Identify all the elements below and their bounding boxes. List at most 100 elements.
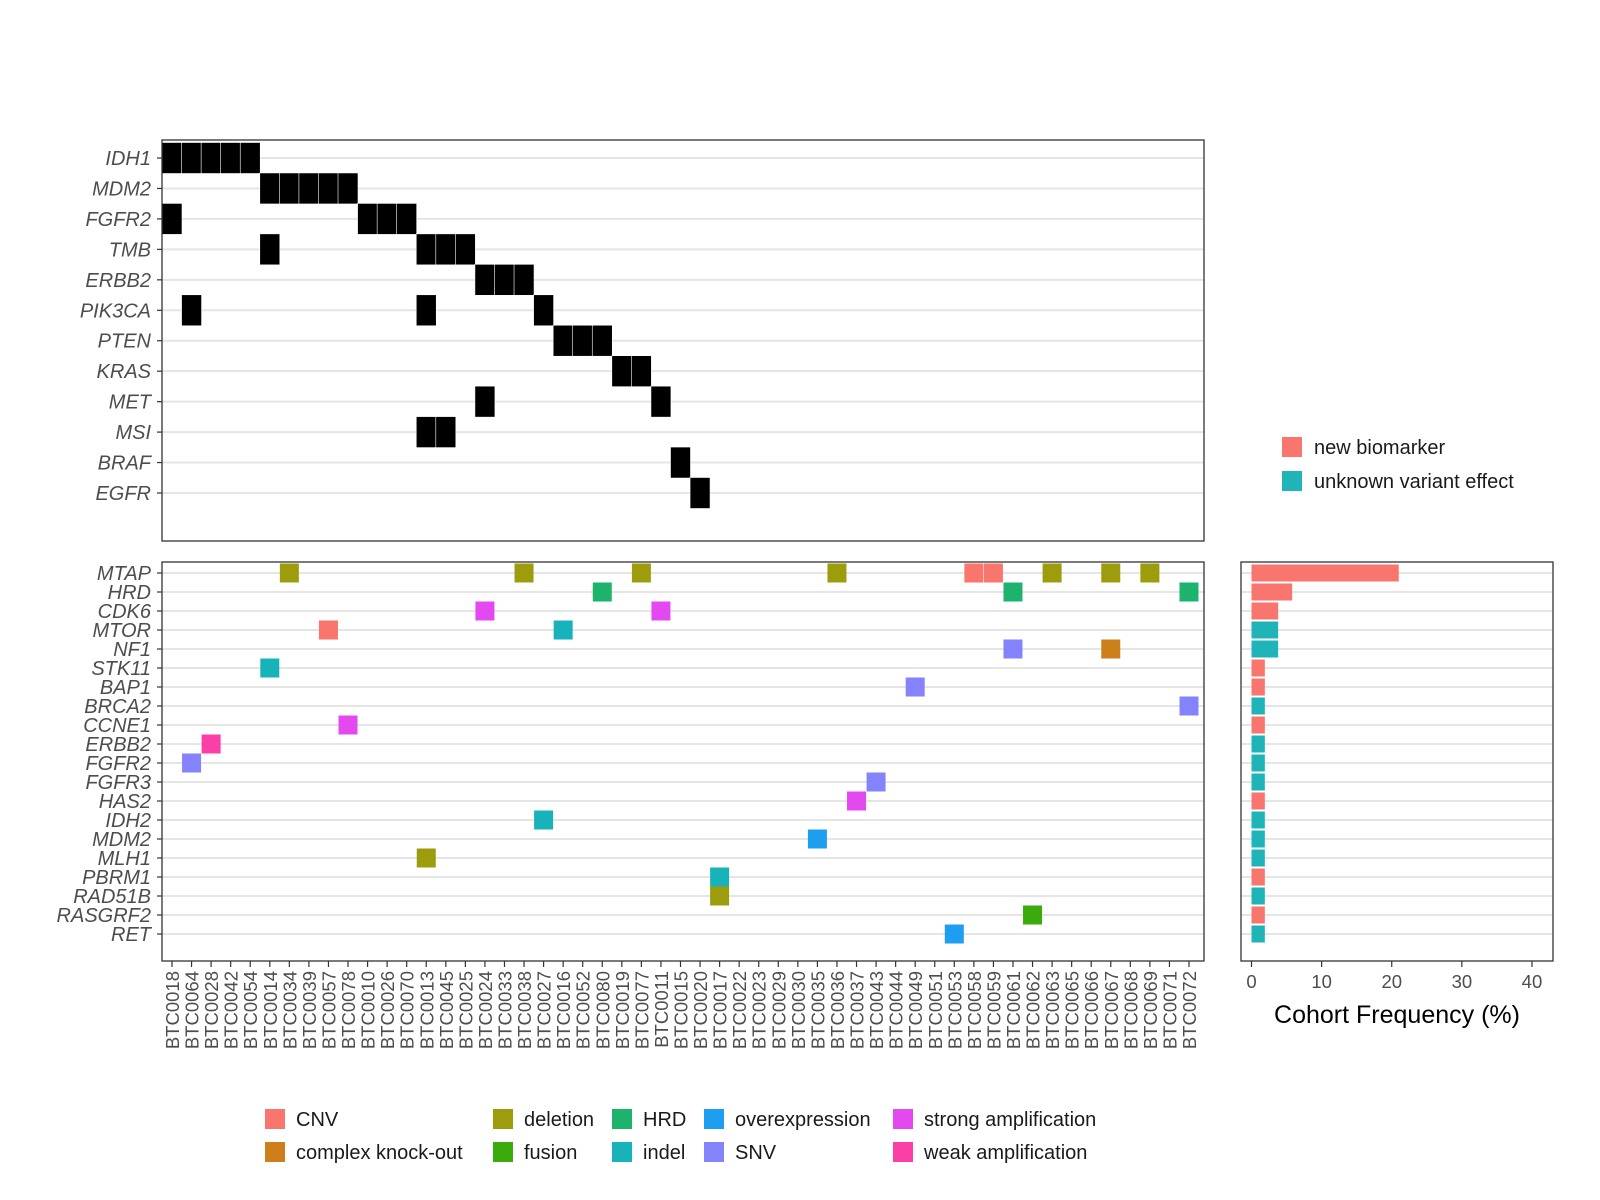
sample-label-btc0023: BTC0023 bbox=[749, 971, 770, 1049]
bottom-gene-label-mtap: MTAP bbox=[97, 563, 152, 585]
bottom-gene-label-hrd: HRD bbox=[108, 582, 151, 604]
freq-bar-cdk6 bbox=[1251, 602, 1279, 620]
bottom-gene-label-rad51b: RAD51B bbox=[73, 886, 151, 908]
alteration-cell-cdk6-btc0011 bbox=[651, 601, 671, 621]
top-cell-met-btc0011 bbox=[650, 385, 672, 418]
alteration-type-legend: CNV complex knock-out deletion fusion HRD ind… bbox=[265, 1109, 1096, 1164]
freq-bar-mtor bbox=[1251, 621, 1279, 639]
alteration-cell-mtap-btc0059 bbox=[983, 563, 1003, 583]
top-cell-kras-btc0077 bbox=[631, 355, 652, 387]
freq-bar-bap1 bbox=[1251, 678, 1265, 696]
top-cell-idh1-btc0054 bbox=[239, 142, 261, 174]
type-legend-swatch-indel bbox=[612, 1142, 632, 1162]
top-gene-label-pten: PTEN bbox=[98, 331, 152, 353]
sample-label-btc0011: BTC0011 bbox=[651, 971, 672, 1048]
sample-label-btc0049: BTC0049 bbox=[905, 971, 926, 1049]
sample-label-btc0013: BTC0013 bbox=[416, 971, 437, 1049]
sample-label-btc0029: BTC0029 bbox=[768, 971, 789, 1049]
type-legend-label-indel: indel bbox=[643, 1142, 685, 1164]
top-gene-label-tmb: TMB bbox=[109, 239, 151, 261]
type-legend-swatch-weak-amplification bbox=[893, 1142, 913, 1162]
top-cell-tmb-btc0014 bbox=[259, 233, 281, 266]
top-cell-tmb-btc0045 bbox=[435, 233, 457, 266]
sample-label-btc0066: BTC0066 bbox=[1081, 971, 1102, 1049]
top-cell-idh1-btc0064 bbox=[181, 142, 202, 174]
bottom-gene-label-erbb2: ERBB2 bbox=[85, 734, 151, 756]
top-cell-fgfr2-btc0010 bbox=[357, 203, 378, 235]
top-cell-met-btc0024 bbox=[474, 385, 496, 418]
top-cell-pik3ca-btc0064 bbox=[181, 294, 202, 327]
top-gene-label-egfr: EGFR bbox=[95, 483, 151, 505]
top-cell-pik3ca-btc0027 bbox=[533, 294, 554, 327]
type-legend-label-overexpression: overexpression bbox=[735, 1109, 871, 1131]
alteration-cell-pbrm1-btc0017 bbox=[710, 867, 730, 887]
alteration-cell-rasgrf2-btc0062 bbox=[1023, 905, 1043, 925]
freq-tick-label-40: 40 bbox=[1522, 971, 1543, 992]
bottom-gene-label-brca2: BRCA2 bbox=[84, 696, 151, 718]
alteration-cell-bap1-btc0049 bbox=[905, 677, 925, 697]
sample-label-btc0024: BTC0024 bbox=[475, 971, 496, 1049]
sample-label-btc0017: BTC0017 bbox=[710, 971, 731, 1049]
freq-bar-ccne1 bbox=[1251, 716, 1265, 734]
sample-label-btc0072: BTC0072 bbox=[1179, 971, 1200, 1049]
top-gene-label-pik3ca: PIK3CA bbox=[80, 300, 151, 322]
sample-label-btc0025: BTC0025 bbox=[455, 971, 476, 1049]
sample-label-btc0053: BTC0053 bbox=[944, 971, 965, 1049]
sample-label-btc0057: BTC0057 bbox=[318, 971, 339, 1049]
sample-label-btc0028: BTC0028 bbox=[201, 971, 222, 1049]
top-cell-braf-btc0015 bbox=[670, 446, 691, 479]
top-cell-erbb2-btc0038 bbox=[513, 264, 535, 296]
sample-label-btc0034: BTC0034 bbox=[279, 971, 300, 1049]
freq-bar-rad51b bbox=[1251, 887, 1265, 905]
type-legend-label-weak-amplification: weak amplification bbox=[923, 1142, 1087, 1164]
sample-label-btc0039: BTC0039 bbox=[299, 971, 320, 1049]
bottom-gene-label-nf1: NF1 bbox=[113, 639, 151, 661]
sample-label-btc0033: BTC0033 bbox=[494, 971, 515, 1049]
type-legend-label-snv: SNV bbox=[735, 1142, 777, 1164]
sample-label-btc0043: BTC0043 bbox=[866, 971, 887, 1049]
sample-label-btc0010: BTC0010 bbox=[358, 971, 379, 1049]
type-legend-swatch-hrd bbox=[612, 1109, 632, 1129]
top-cell-mdm2-btc0057 bbox=[318, 172, 339, 205]
sample-label-btc0063: BTC0063 bbox=[1042, 971, 1063, 1049]
sample-label-btc0015: BTC0015 bbox=[671, 971, 692, 1049]
top-cell-tmb-btc0013 bbox=[415, 233, 437, 266]
sample-label-btc0059: BTC0059 bbox=[983, 971, 1004, 1049]
alteration-cell-mtap-btc0058 bbox=[964, 563, 984, 583]
top-cell-mdm2-btc0039 bbox=[298, 172, 320, 205]
alteration-cell-nf1-btc0061 bbox=[1003, 639, 1023, 659]
type-legend-label-cnv: CNV bbox=[296, 1109, 339, 1131]
bottom-gene-label-idh2: IDH2 bbox=[105, 810, 151, 832]
top-cell-idh1-btc0018 bbox=[161, 142, 183, 174]
freq-axis-title: Cohort Frequency (%) bbox=[1274, 1001, 1520, 1029]
alteration-cell-idh2-btc0027 bbox=[534, 810, 554, 830]
sample-label-btc0070: BTC0070 bbox=[397, 971, 418, 1049]
sample-label-btc0014: BTC0014 bbox=[260, 971, 281, 1049]
top-cell-msi-btc0045 bbox=[435, 416, 457, 448]
top-cell-msi-btc0013 bbox=[415, 416, 437, 448]
top-cell-pten-btc0016 bbox=[552, 324, 574, 357]
sample-label-btc0044: BTC0044 bbox=[886, 971, 907, 1049]
top-gene-label-kras: KRAS bbox=[97, 361, 152, 383]
freq-bar-fgfr3 bbox=[1251, 773, 1265, 791]
alteration-cell-mdm2-btc0035 bbox=[807, 829, 827, 849]
type-legend-swatch-fusion bbox=[493, 1142, 513, 1162]
top-cell-pten-btc0052 bbox=[572, 324, 594, 357]
sample-label-btc0080: BTC0080 bbox=[592, 971, 613, 1049]
bottom-gene-label-stk11: STK11 bbox=[91, 658, 151, 680]
sample-label-btc0071: BTC0071 bbox=[1159, 971, 1180, 1049]
freq-bar-pbrm1 bbox=[1251, 868, 1265, 886]
freq-bar-mtap bbox=[1251, 564, 1399, 582]
top-cell-fgfr2-btc0026 bbox=[376, 203, 398, 235]
freq-bar-idh2 bbox=[1251, 811, 1265, 829]
bottom-gene-label-ret: RET bbox=[111, 924, 153, 946]
sample-label-btc0030: BTC0030 bbox=[788, 971, 809, 1049]
alteration-cell-mlh1-btc0013 bbox=[416, 848, 436, 868]
bottom-gene-label-has2: HAS2 bbox=[99, 791, 151, 813]
bottom-gene-label-pbrm1: PBRM1 bbox=[82, 867, 151, 889]
bar-legend-swatch-new-biomarker bbox=[1282, 437, 1302, 457]
top-gene-label-fgfr2: FGFR2 bbox=[85, 209, 151, 231]
type-legend-swatch-cnv bbox=[265, 1109, 285, 1129]
top-gene-label-mdm2: MDM2 bbox=[92, 178, 151, 200]
